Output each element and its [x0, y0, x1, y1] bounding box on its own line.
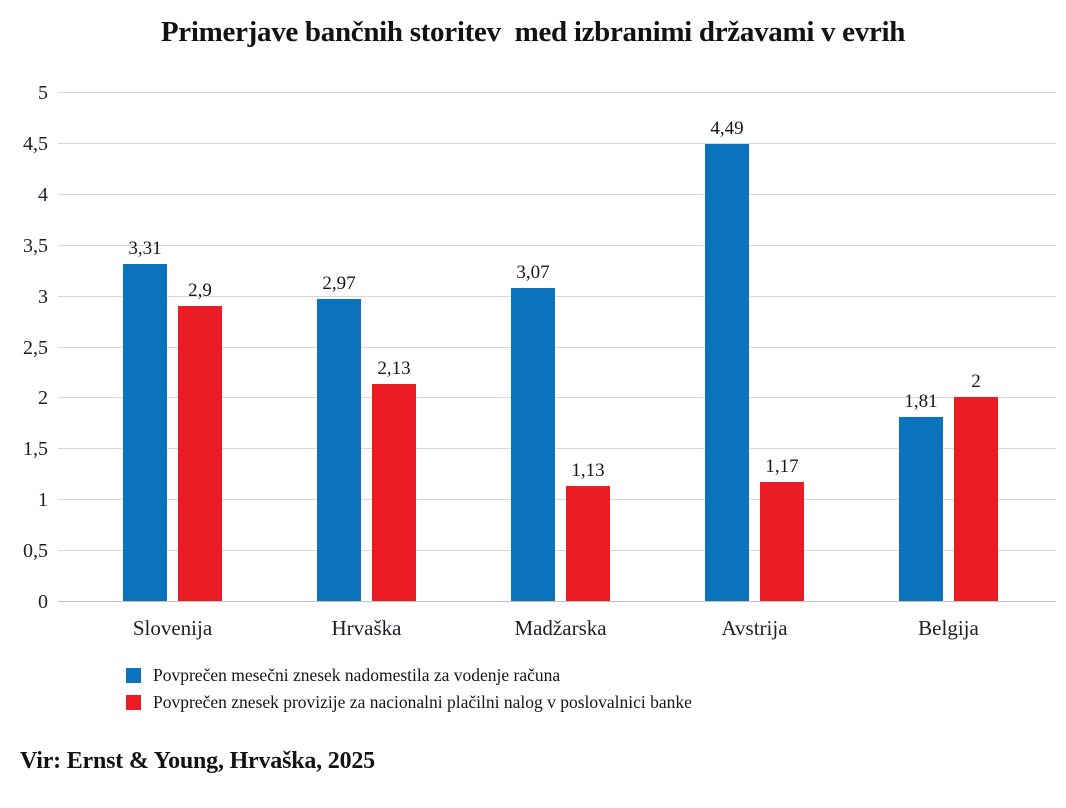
y-tick-label: 1,5: [23, 438, 48, 461]
bar: 1,81: [899, 392, 943, 601]
y-tick-label: 4: [38, 183, 48, 206]
gridline: [58, 550, 1056, 552]
bar: 3,07: [511, 263, 555, 601]
legend-swatch: [126, 695, 141, 711]
x-axis-label: Hrvaška: [331, 616, 402, 640]
y-tick-label: 0: [38, 591, 48, 613]
y-tick-label: 2,5: [23, 336, 48, 359]
bar-value-label: 2,97: [322, 272, 356, 294]
gridline: [58, 346, 1056, 348]
bar: 1,13: [566, 461, 610, 601]
bar-value-label: 1,81: [904, 390, 938, 412]
legend: Povprečen mesečni znesek nadomestila za …: [126, 665, 692, 712]
bar-value-label: 3,07: [516, 262, 550, 284]
y-tick-label: 2: [38, 387, 48, 410]
gridline: [58, 92, 1056, 93]
plot-area: 3,31 2,9 2,97 2,13 3,07 1,13 4,49 1,17 1,81 2: [58, 92, 1056, 602]
gridline: [58, 499, 1056, 501]
gridline: [58, 142, 1056, 144]
gridline: [58, 295, 1056, 297]
bar: 2: [954, 372, 998, 601]
chart-title: Primerjave bančnih storitev med izbranim…: [160, 16, 906, 48]
y-tick-label: 0,5: [23, 540, 48, 563]
x-axis: Slovenija Hrvaška Madžarska Avstrija Belgija: [58, 616, 1056, 650]
bar-chart: 0 0,5 1 1,5 2 2,5 3 3,5 4 4,5 5 3,31 2,9 2,97 2,13 3,0…: [0, 83, 1056, 650]
x-axis-label: Madžarska: [514, 616, 607, 640]
gridline: [58, 193, 1056, 195]
y-tick-label: 3: [38, 285, 48, 308]
bar: 1,17: [760, 457, 804, 601]
bar: 2,9: [178, 281, 222, 601]
source-note: Vir: Ernst & Young, Hrvaška, 2025: [20, 748, 375, 774]
bar: 3,31: [123, 239, 167, 601]
gridline: [58, 397, 1056, 399]
bar-value-label: 1,13: [571, 459, 605, 481]
bar-group: 2,97 2,13: [317, 274, 416, 601]
x-axis-line: [58, 601, 1056, 602]
legend-swatch: [126, 668, 141, 683]
bar-group: 1,81 2: [899, 372, 998, 601]
y-axis: 0 0,5 1 1,5 2 2,5 3 3,5 4 4,5 5: [0, 83, 48, 612]
legend-label: Povprečen mesečni znesek nadomestila za …: [153, 665, 561, 685]
bar-value-label: 4,49: [710, 117, 744, 139]
y-tick-label: 4,5: [23, 132, 48, 155]
bar-value-label: 2: [971, 371, 981, 393]
bar: 4,49: [705, 119, 749, 601]
y-tick-label: 5: [38, 82, 48, 104]
y-tick-label: 1: [38, 489, 48, 512]
gridline: [58, 448, 1056, 450]
x-axis-label: Avstrija: [721, 616, 788, 640]
bar-group: 4,49 1,17: [705, 119, 804, 601]
bar: 2,97: [317, 274, 361, 601]
bar-value-label: 1,17: [765, 455, 799, 477]
x-axis-label: Belgija: [918, 616, 979, 640]
bar-value-label: 2,9: [188, 279, 212, 301]
bar-group: 3,31 2,9: [123, 239, 222, 601]
bar-value-label: 3,31: [128, 238, 162, 260]
legend-item: Povprečen znesek provizije za nacionalni…: [126, 692, 692, 712]
x-axis-label: Slovenija: [132, 616, 213, 640]
bar-value-label: 2,13: [377, 358, 411, 380]
legend-label: Povprečen znesek provizije za nacionalni…: [153, 692, 692, 713]
bar-group: 3,07 1,13: [511, 263, 610, 601]
bar: 2,13: [372, 359, 416, 601]
y-tick-label: 3,5: [23, 234, 48, 257]
legend-item: Povprečen mesečni znesek nadomestila za …: [126, 665, 692, 685]
gridline: [58, 244, 1056, 246]
